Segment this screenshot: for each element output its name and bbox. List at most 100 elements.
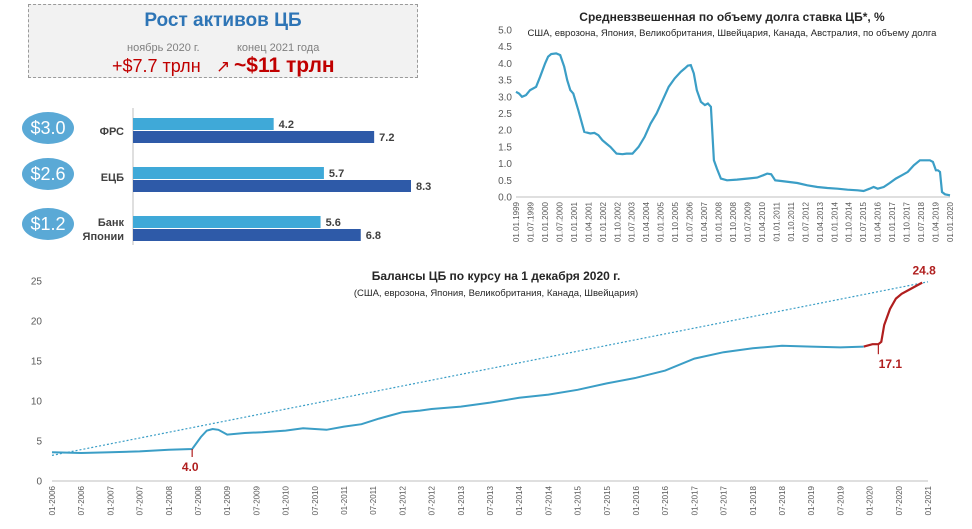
bar-value-label: 5.6: [326, 217, 341, 229]
bar-2-1: [133, 229, 361, 241]
rate-y-tick: 3.5: [498, 76, 512, 87]
bank-label-fed: ФРС: [99, 126, 124, 138]
balance-y-tick: 5: [36, 437, 42, 448]
rate-x-tick: 01.01.2000: [541, 201, 550, 242]
rate-y-tick: 3.0: [498, 92, 512, 103]
growth-badge-ecb: $2.6: [22, 158, 74, 190]
rate-x-tick: 01.04.2004: [642, 201, 651, 242]
bar-value-label: 7.2: [379, 132, 394, 144]
period-label-start: ноябрь 2020 г.: [127, 42, 200, 54]
rate-x-tick: 01.04.2013: [816, 201, 825, 242]
balance-y-tick: 15: [31, 357, 43, 368]
bar-1-1: [133, 180, 411, 192]
balance-x-tick: 01-2018: [749, 485, 758, 515]
rate-chart-subtitle: США, еврозона, Япония, Великобритания, Ш…: [528, 28, 938, 39]
balance-x-tick: 07-2019: [836, 485, 845, 515]
rate-x-tick: 01.01.2001: [570, 201, 579, 242]
rate-x-tick: 01.07.2018: [917, 201, 926, 242]
rate-x-tick: 01.01.2014: [830, 201, 839, 242]
rate-x-tick: 01.01.2002: [599, 201, 608, 242]
rate-x-tick: 01.01.2020: [946, 201, 955, 242]
rate-x-tick: 01.07.2009: [743, 201, 752, 242]
rate-y-tick: 4.0: [498, 59, 512, 70]
balance-x-tick: 07-2011: [369, 485, 378, 514]
balance-x-tick: 07-2020: [895, 485, 904, 515]
balance-x-tick: 01-2020: [866, 485, 875, 515]
balance-x-tick: 07-2008: [194, 485, 203, 515]
rate-y-tick: 1.0: [498, 159, 512, 170]
rate-x-tick: 01.07.2012: [801, 201, 810, 242]
balance-x-tick: 01-2010: [282, 485, 291, 515]
balance-x-tick: 01-2006: [48, 485, 57, 515]
summary-panel: Рост активов ЦБ ноябрь 2020 г. конец 202…: [28, 4, 418, 78]
rate-y-tick: 5.0: [498, 26, 512, 37]
balance-x-tick: 07-2017: [720, 485, 729, 515]
balance-y-tick: 20: [31, 317, 43, 328]
growth-badge-boj: $1.2: [22, 208, 74, 240]
balance-x-tick: 07-2014: [544, 485, 553, 515]
balance-x-tick: 01-2019: [807, 485, 816, 515]
summary-title: Рост активов ЦБ: [144, 10, 302, 31]
bar-value-label: 6.8: [366, 230, 381, 242]
balance-series-line: [51, 344, 864, 455]
bar-0-1: [133, 131, 375, 143]
balance-x-tick: 01-2017: [690, 485, 699, 515]
rate-x-tick: 01.07.2000: [555, 201, 564, 242]
rate-y-tick: 1.5: [498, 142, 512, 153]
bank-label-boj: Банк Японии: [82, 217, 124, 243]
bar-value-label: 8.3: [416, 181, 431, 193]
balance-y-tick: 25: [31, 277, 43, 288]
balance-x-tick: 07-2013: [486, 485, 495, 515]
balance-x-tick: 01-2016: [632, 485, 641, 515]
balance-x-tick: 07-2018: [778, 485, 787, 515]
rate-x-tick: 01.07.2003: [628, 201, 637, 242]
period-label-end: конец 2021 года: [237, 42, 320, 54]
rate-x-tick: 01.01.2008: [715, 201, 724, 242]
balance-x-tick: 01-2011: [340, 485, 349, 514]
balance-x-tick: 07-2007: [136, 485, 145, 515]
rate-x-tick: 01.07.1999: [526, 201, 535, 242]
rate-x-tick: 01.04.2010: [758, 201, 767, 242]
balance-chart-title: Балансы ЦБ по курсу на 1 декабря 2020 г.: [372, 269, 621, 283]
growth-value: +$7.7 трлн: [112, 56, 201, 76]
rate-x-tick: 01.01.1999: [512, 201, 521, 242]
rate-x-tick: 01.07.2006: [686, 201, 695, 242]
rate-x-tick: 01.10.2008: [729, 201, 738, 242]
rate-x-tick: 01.10.2014: [845, 201, 854, 242]
forecast-value: ~$11 трлн: [234, 54, 335, 77]
rate-chart-title: Средневзвешенная по объему долга ставка …: [579, 10, 885, 24]
balance-x-tick: 01-2021: [924, 485, 933, 515]
balance-x-tick: 01-2015: [574, 485, 583, 515]
balance-x-tick: 01-2012: [398, 485, 407, 515]
rate-y-tick: 2.0: [498, 126, 512, 137]
growth-arrow-icon: ↗: [216, 57, 231, 76]
balance-x-tick: 01-2008: [165, 485, 174, 515]
bar-2-0: [133, 216, 321, 228]
rate-x-tick: 01.01.2017: [888, 201, 897, 242]
balance-x-tick: 07-2012: [428, 485, 437, 515]
balance-x-tick: 01-2009: [223, 485, 232, 515]
rate-y-tick: 2.5: [498, 109, 512, 120]
balance-x-tick: 07-2009: [252, 485, 261, 515]
annotation-label-2020: 17.1: [879, 357, 903, 371]
rate-x-tick: 01.04.2019: [932, 201, 941, 242]
rate-x-tick: 01.10.2005: [671, 201, 680, 242]
bar-0-0: [133, 118, 274, 130]
rate-x-tick: 01.04.2016: [874, 201, 883, 242]
rate-x-tick: 01.01.2005: [657, 201, 666, 242]
rate-x-tick: 01.07.2015: [859, 201, 868, 242]
growth-badge-fed: $3.0: [22, 112, 74, 144]
rate-y-tick: 4.5: [498, 42, 512, 53]
balance-x-tick: 01-2014: [515, 485, 524, 515]
rate-x-tick: 01.10.2017: [903, 201, 912, 242]
balance-x-tick: 07-2010: [311, 485, 320, 515]
rate-x-tick: 01.10.2002: [613, 201, 622, 242]
annotation-label-2008: 4.0: [182, 460, 199, 474]
balance-x-tick: 01-2013: [457, 485, 466, 515]
rate-x-tick: 01.04.2001: [584, 201, 593, 242]
balance-x-tick: 07-2015: [603, 485, 612, 515]
